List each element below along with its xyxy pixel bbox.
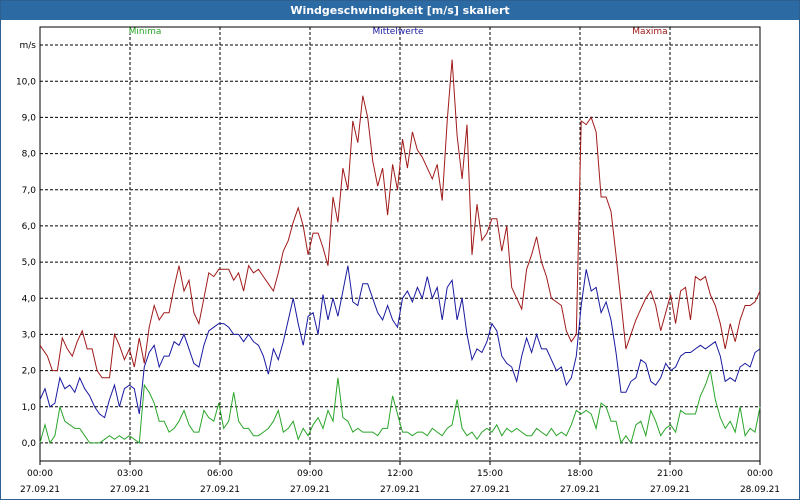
x-tick-date: 27.09.21 <box>290 485 330 495</box>
y-tick-label: 9,0 <box>22 113 37 123</box>
x-tick-time: 12:00 <box>387 469 413 479</box>
x-tick-date: 27.09.21 <box>470 485 510 495</box>
y-tick-label: 4,0 <box>22 294 37 304</box>
x-tick-date: 27.09.21 <box>200 485 240 495</box>
y-tick-label: 10,0 <box>16 77 36 87</box>
y-tick-label: 8,0 <box>22 150 37 160</box>
y-tick-label: 1,0 <box>22 403 37 413</box>
window-title: Windgeschwindigkeit [m/s] skaliert <box>1 1 799 20</box>
legend-mittelwerte: Mittelwerte <box>372 27 423 37</box>
y-tick-label: 2,0 <box>22 367 37 377</box>
x-tick-time: 21:00 <box>657 469 683 479</box>
y-tick-label: 0,0 <box>22 439 37 449</box>
x-tick-time: 09:00 <box>297 469 323 479</box>
x-tick-date: 28.09.21 <box>740 485 780 495</box>
x-tick-date: 27.09.21 <box>560 485 600 495</box>
x-tick-time: 15:00 <box>477 469 503 479</box>
grid <box>40 27 760 461</box>
legend-minima: Minima <box>129 27 162 37</box>
y-tick-label: 3,0 <box>22 330 37 340</box>
x-tick-date: 27.09.21 <box>380 485 420 495</box>
series-line-mittelwerte <box>39 265 761 419</box>
x-tick-time: 00:00 <box>27 469 53 479</box>
x-tick-date: 27.09.21 <box>650 485 690 495</box>
x-tick-time: 06:00 <box>207 469 233 479</box>
series-line-minima <box>39 370 761 445</box>
legend: Minima Mittelwerte Maxima <box>129 27 668 37</box>
x-tick-date: 27.09.21 <box>110 485 150 495</box>
axes: 0,0 1,0 2,0 3,0 4,0 5,0 6,0 7,0 8,0 9,0 10,0 m/s 00:… <box>16 26 780 495</box>
x-tick-time: 18:00 <box>567 469 593 479</box>
series-lines <box>39 59 761 445</box>
legend-maxima: Maxima <box>632 27 667 37</box>
series-line-maxima <box>39 59 761 379</box>
y-axis-unit: m/s <box>20 41 37 51</box>
x-tick-date: 27.09.21 <box>20 485 60 495</box>
y-tick-label: 5,0 <box>22 258 37 268</box>
y-tick-label: 6,0 <box>22 222 37 232</box>
x-tick-time: 03:00 <box>117 469 143 479</box>
y-tick-label: 7,0 <box>22 186 37 196</box>
x-tick-time: 00:00 <box>747 469 773 479</box>
